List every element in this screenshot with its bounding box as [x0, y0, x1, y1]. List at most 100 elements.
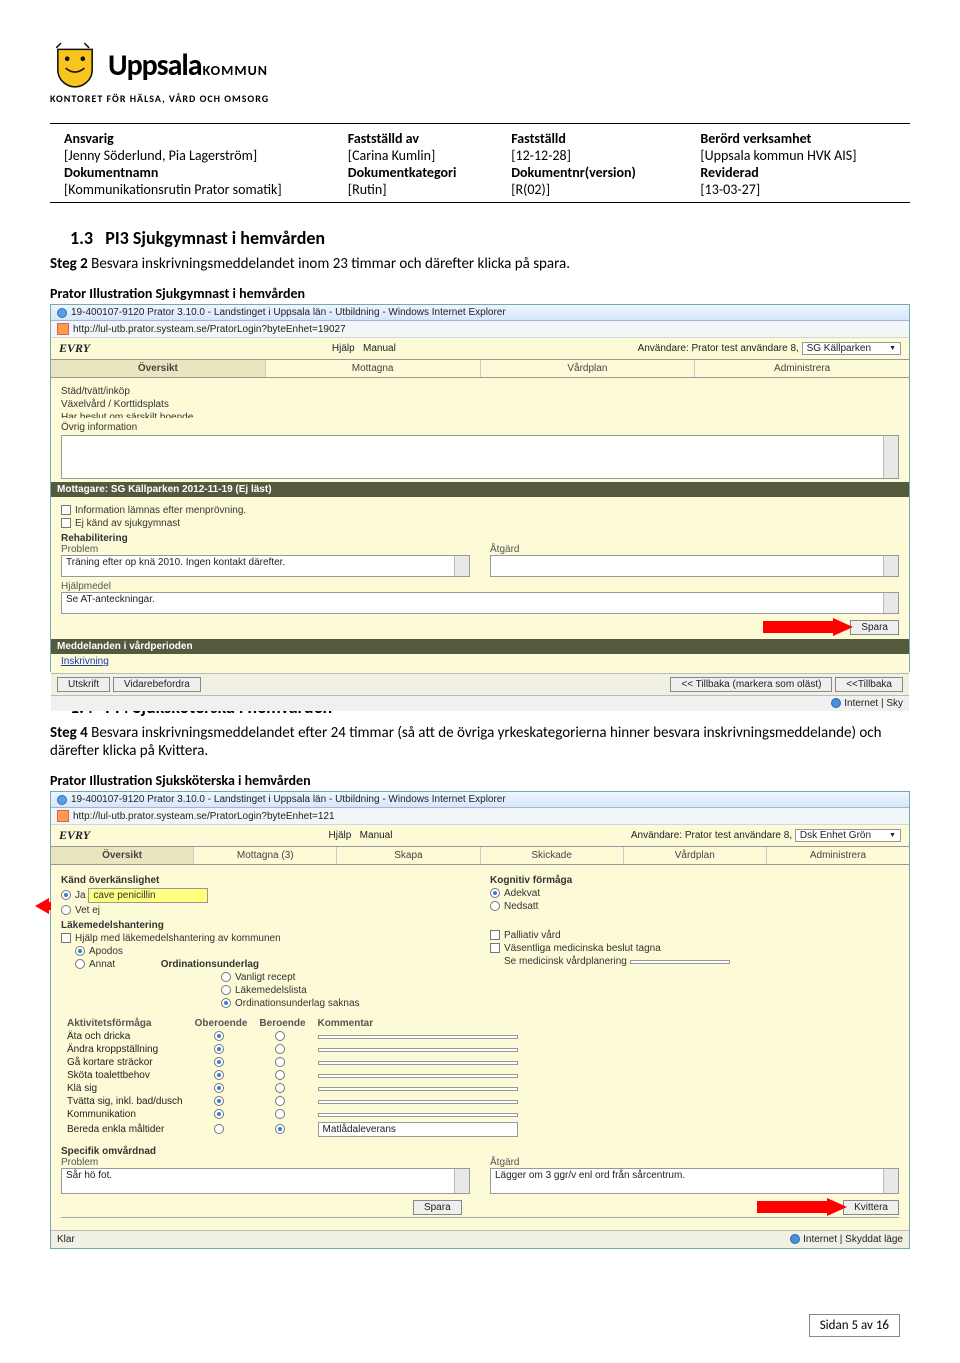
tab-skickade[interactable]: Skickade	[481, 847, 624, 864]
ie-back-icon[interactable]	[57, 308, 67, 318]
ie-title-bar: 19-400107-9120 Prator 3.10.0 - Landsting…	[51, 305, 909, 321]
chk-ejkand[interactable]	[61, 518, 71, 528]
ja-input[interactable]: cave penicillin	[88, 888, 208, 903]
red-arrow-icon	[763, 618, 853, 636]
komm-r6[interactable]	[318, 1113, 518, 1117]
rb-ord1[interactable]	[221, 972, 231, 982]
spara-button[interactable]: Spara	[850, 620, 899, 635]
hjalp-link[interactable]: Hjälp	[332, 343, 355, 354]
rb-r1-ober[interactable]	[214, 1044, 224, 1054]
hjalpmedel-field[interactable]: Se AT-anteckningar.▲▼	[61, 592, 899, 614]
tab-oversikt[interactable]: Översikt	[51, 360, 266, 377]
ovrig-textarea[interactable]: ▲▼	[61, 435, 899, 479]
rb-r5-bero[interactable]	[275, 1096, 285, 1106]
rb-nedsatt[interactable]	[490, 901, 500, 911]
komm-r5[interactable]	[318, 1100, 518, 1104]
rb-adekvat[interactable]	[490, 888, 500, 898]
komm-r1[interactable]	[318, 1048, 518, 1052]
rb-r0-bero[interactable]	[275, 1031, 285, 1041]
cb-palliativ[interactable]	[490, 930, 500, 940]
vidarebefordra-button[interactable]: Vidarebefordra	[113, 677, 201, 692]
rb-ord2[interactable]	[221, 985, 231, 995]
atgard-field[interactable]: ▲▼	[490, 555, 899, 577]
rb-r7-ober[interactable]	[214, 1124, 224, 1134]
rb-annat[interactable]	[75, 959, 85, 969]
rb-r7-bero[interactable]	[275, 1124, 285, 1134]
lak-heading: Läkemedelshantering	[61, 920, 470, 931]
brand-upp: Uppsala	[108, 47, 202, 84]
akt-h: Aktivitetsförmåga	[61, 1017, 189, 1030]
tab-vardplan[interactable]: Vårdplan	[624, 847, 767, 864]
inskrivning-link[interactable]: Inskrivning	[61, 656, 109, 667]
tab-mottagna[interactable]: Mottagna	[266, 360, 481, 377]
chk-menprov[interactable]	[61, 505, 71, 515]
komm-r4[interactable]	[318, 1087, 518, 1091]
rb-ja[interactable]	[61, 890, 71, 900]
kvittera-button[interactable]: Kvittera	[843, 1200, 899, 1215]
komm-r0[interactable]	[318, 1035, 518, 1039]
section-title: PI3 Sjukgymnast i hemvården	[105, 227, 325, 249]
table-row: Äta och dricka	[61, 1030, 524, 1043]
evry-logo: EVRY	[59, 828, 90, 843]
meta-h5: Dokumentnamn	[60, 164, 344, 181]
rb-r3-bero[interactable]	[275, 1070, 285, 1080]
hjalp-link[interactable]: Hjälp	[329, 830, 352, 841]
unit-dropdown[interactable]: Dsk Enhet Grön	[795, 829, 901, 842]
rb-apodos[interactable]	[75, 946, 85, 956]
ordund-heading: Ordinationsunderlag	[161, 959, 259, 970]
tab-administrera[interactable]: Administrera	[695, 360, 909, 377]
manual-link[interactable]: Manual	[363, 343, 396, 354]
table-row: Bereda enkla måltiderMatlådaleverans	[61, 1121, 524, 1138]
rb-r6-bero[interactable]	[275, 1109, 285, 1119]
ie-address-bar[interactable]: http://lul-utb.prator.systeam.se/PratorL…	[51, 808, 909, 825]
tab-mottagna[interactable]: Mottagna (3)	[194, 847, 337, 864]
tab-oversikt[interactable]: Översikt	[51, 847, 194, 864]
komm-r2[interactable]	[318, 1061, 518, 1065]
favicon-icon	[57, 323, 69, 335]
tab-skapa[interactable]: Skapa	[337, 847, 480, 864]
cb-vasent[interactable]	[490, 943, 500, 953]
rb-r2-bero[interactable]	[275, 1057, 285, 1067]
rb-vetej[interactable]	[61, 905, 71, 915]
meta-h8: Reviderad	[696, 164, 920, 181]
spara-button-2[interactable]: Spara	[413, 1200, 462, 1215]
rb-ord3[interactable]	[221, 998, 231, 1008]
klar-label: Klar	[57, 1234, 75, 1245]
mottagare-bar: Mottagare: SG Källparken 2012-11-19 (Ej …	[51, 482, 909, 497]
rb-r4-ober[interactable]	[214, 1083, 224, 1093]
problem-field[interactable]: Träning efter op knä 2010. Ingen kontakt…	[61, 555, 470, 577]
utskrift-button[interactable]: Utskrift	[57, 677, 110, 692]
tillbaka-olast-button[interactable]: << Tillbaka (markera som oläst)	[670, 677, 832, 692]
manual-link[interactable]: Manual	[360, 830, 393, 841]
rb-r3-ober[interactable]	[214, 1070, 224, 1080]
tab-vardplan[interactable]: Vårdplan	[481, 360, 696, 377]
rb-r1-bero[interactable]	[275, 1044, 285, 1054]
rb-r2-ober[interactable]	[214, 1057, 224, 1067]
atgard-field-2[interactable]: Lägger om 3 ggr/v enl ord från sårcentru…	[490, 1168, 899, 1194]
tillbaka-button[interactable]: <<Tillbaka	[835, 677, 903, 692]
unit-dropdown[interactable]: SG Källparken	[802, 342, 901, 355]
line-vaxel: Växelvård / Korttidsplats	[61, 399, 899, 410]
cb-lakhjalp[interactable]	[61, 933, 71, 943]
globe-icon	[831, 698, 841, 708]
meta-h3: Fastställd	[507, 130, 696, 147]
ie-title-bar: 19-400107-9120 Prator 3.10.0 - Landsting…	[51, 792, 909, 808]
rb-r6-ober[interactable]	[214, 1109, 224, 1119]
semed-input[interactable]	[630, 960, 730, 964]
caption-2: Prator Illustration Sjuksköterska i hemv…	[50, 772, 910, 789]
rehab-heading: Rehabilitering	[61, 533, 899, 544]
tab-administrera[interactable]: Administrera	[767, 847, 909, 864]
ie-address-bar[interactable]: http://lul-utb.prator.systeam.se/PratorL…	[51, 321, 909, 338]
page-number: Sidan 5 av 16	[809, 1314, 900, 1337]
section-1-3-heading: 1.3 PI3 Sjukgymnast i hemvården	[70, 227, 910, 249]
rb-r5-ober[interactable]	[214, 1096, 224, 1106]
meta-r1c4: [Uppsala kommun HVK AIS]	[696, 147, 920, 164]
rb-r4-bero[interactable]	[275, 1083, 285, 1093]
komm-r7[interactable]: Matlådaleverans	[318, 1122, 518, 1137]
problem-field-2[interactable]: Sår hö fot.▲▼	[61, 1168, 470, 1194]
rb-r0-ober[interactable]	[214, 1031, 224, 1041]
chk-ejkand-label: Ej känd av sjukgymnast	[75, 518, 180, 529]
hjalpmedel-label: Hjälpmedel	[61, 581, 899, 592]
komm-r3[interactable]	[318, 1074, 518, 1078]
ie-back-icon[interactable]	[57, 795, 67, 805]
